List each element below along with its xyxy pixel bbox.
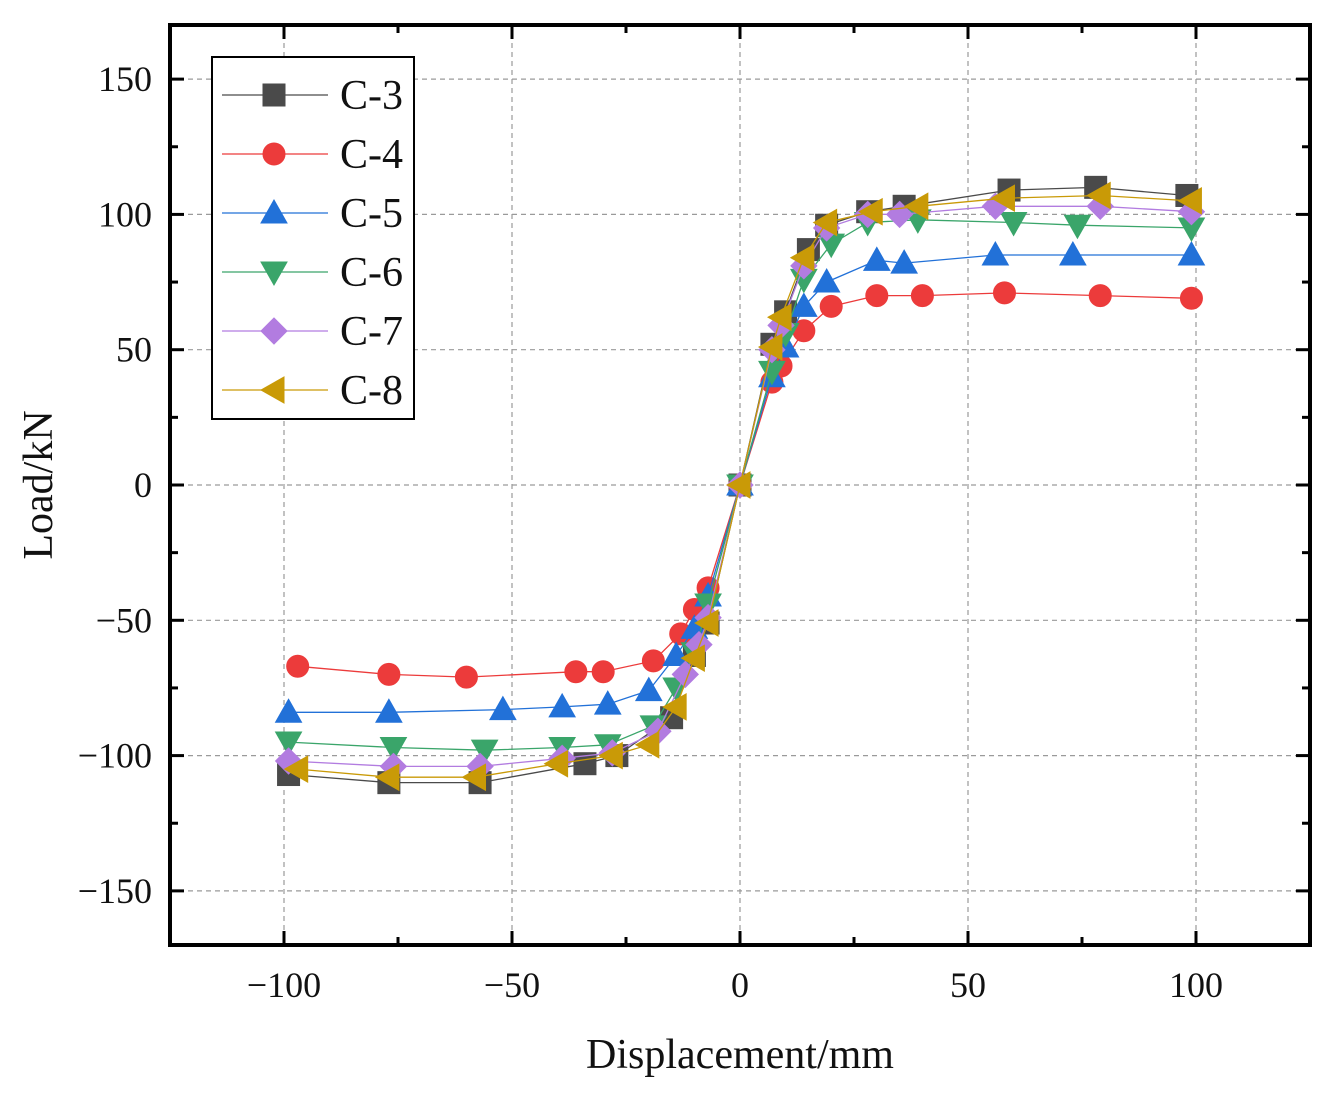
legend: C-3 C-4 C-5 C-6 C-7 C-8 (211, 56, 415, 420)
data-point-C-8 (1177, 187, 1202, 215)
data-point-C-8 (680, 644, 705, 673)
y-tick-label: 150 (98, 59, 152, 99)
y-tick-label: −50 (96, 600, 152, 640)
x-tick-label: −100 (247, 965, 321, 1005)
data-point-C-8 (812, 208, 838, 237)
data-point-C-8 (694, 609, 719, 637)
legend-item-C-7: C-7 (222, 309, 403, 355)
data-point-C-6 (999, 212, 1028, 237)
data-point-C-8 (1086, 181, 1111, 210)
data-point-C-4 (564, 660, 588, 684)
data-point-C-8 (283, 755, 309, 783)
axis-ticks: −100 −50 0 50 100 −150 −100 −50 0 50 100 150 (78, 25, 1312, 1005)
data-point-C-4 (286, 654, 310, 678)
data-point-C-4 (865, 284, 889, 308)
x-tick-label: 50 (950, 965, 986, 1005)
data-point-C-4 (992, 281, 1016, 305)
legend-item-C-6: C-6 (222, 250, 403, 296)
data-point-C-5 (981, 240, 1010, 266)
y-tick-label: 0 (134, 465, 152, 505)
data-point-C-5 (1059, 240, 1087, 266)
data-point-C-5 (634, 676, 663, 702)
legend-marker (262, 83, 286, 107)
data-point-C-5 (1177, 240, 1206, 266)
data-point-C-5 (548, 692, 577, 718)
data-point-C-4 (641, 649, 665, 673)
legend-label: C-8 (340, 368, 403, 414)
data-point-C-6 (274, 731, 303, 757)
data-point-C-6 (817, 233, 846, 259)
x-axis-title: Displacement/mm (586, 1032, 894, 1078)
data-point-C-5 (375, 698, 403, 723)
legend-item-C-4: C-4 (222, 132, 403, 178)
data-point-C-6 (1063, 214, 1092, 240)
x-tick-label: 0 (731, 965, 749, 1005)
data-point-C-5 (489, 695, 517, 721)
data-point-C-8 (662, 693, 687, 721)
data-point-C-6 (379, 736, 408, 762)
data-point-C-6 (470, 739, 499, 765)
series-C-4 (286, 281, 1203, 689)
data-point-C-5 (662, 641, 691, 666)
data-point-C-4 (591, 660, 615, 684)
data-point-C-7 (671, 660, 699, 689)
data-point-C-8 (725, 471, 751, 499)
data-point-C-5 (862, 246, 891, 271)
data-point-C-8 (858, 197, 883, 226)
legend-label: C-3 (340, 73, 403, 119)
legend-marker (260, 317, 288, 345)
data-point-C-4 (1088, 284, 1112, 308)
data-point-C-5 (890, 249, 919, 274)
data-point-C-4 (454, 665, 478, 689)
x-tick-label: −50 (484, 965, 540, 1005)
data-point-C-8 (757, 333, 783, 361)
data-point-C-5 (274, 698, 303, 723)
y-axis-title: Load/kN (16, 410, 62, 559)
legend-label: C-7 (340, 309, 403, 355)
series-layer (274, 175, 1206, 795)
data-point-C-4 (1179, 286, 1203, 310)
data-point-C-5 (812, 268, 841, 293)
legend-marker (259, 376, 285, 404)
data-point-C-8 (374, 763, 400, 792)
legend-marker (260, 198, 288, 224)
y-tick-label: −150 (78, 871, 152, 911)
data-point-C-8 (461, 763, 487, 792)
x-tick-label: 100 (1169, 965, 1223, 1005)
series-C-8 (283, 181, 1202, 792)
legend-item-C-3: C-3 (222, 73, 403, 119)
data-point-C-8 (598, 741, 623, 770)
data-point-C-8 (543, 749, 569, 778)
legend-item-C-5: C-5 (222, 191, 403, 237)
data-point-C-5 (789, 292, 818, 317)
y-tick-label: −100 (78, 736, 152, 776)
data-point-C-4 (819, 294, 843, 318)
data-point-C-8 (789, 243, 815, 272)
data-point-C-4 (910, 284, 934, 308)
legend-label: C-6 (340, 250, 403, 296)
data-point-C-8 (903, 192, 929, 221)
data-point-C-8 (634, 730, 660, 759)
legend-label: C-4 (340, 132, 403, 178)
legend-marker (260, 261, 288, 287)
data-point-C-8 (767, 303, 792, 332)
y-tick-label: 50 (116, 330, 152, 370)
legend-item-C-8: C-8 (222, 368, 403, 414)
data-point-C-8 (990, 184, 1015, 213)
legend-label: C-5 (340, 191, 403, 237)
legend-marker (262, 142, 286, 166)
legend-box (211, 56, 415, 420)
data-point-C-4 (377, 662, 401, 686)
data-point-C-5 (593, 690, 622, 715)
y-tick-label: 100 (98, 194, 152, 234)
